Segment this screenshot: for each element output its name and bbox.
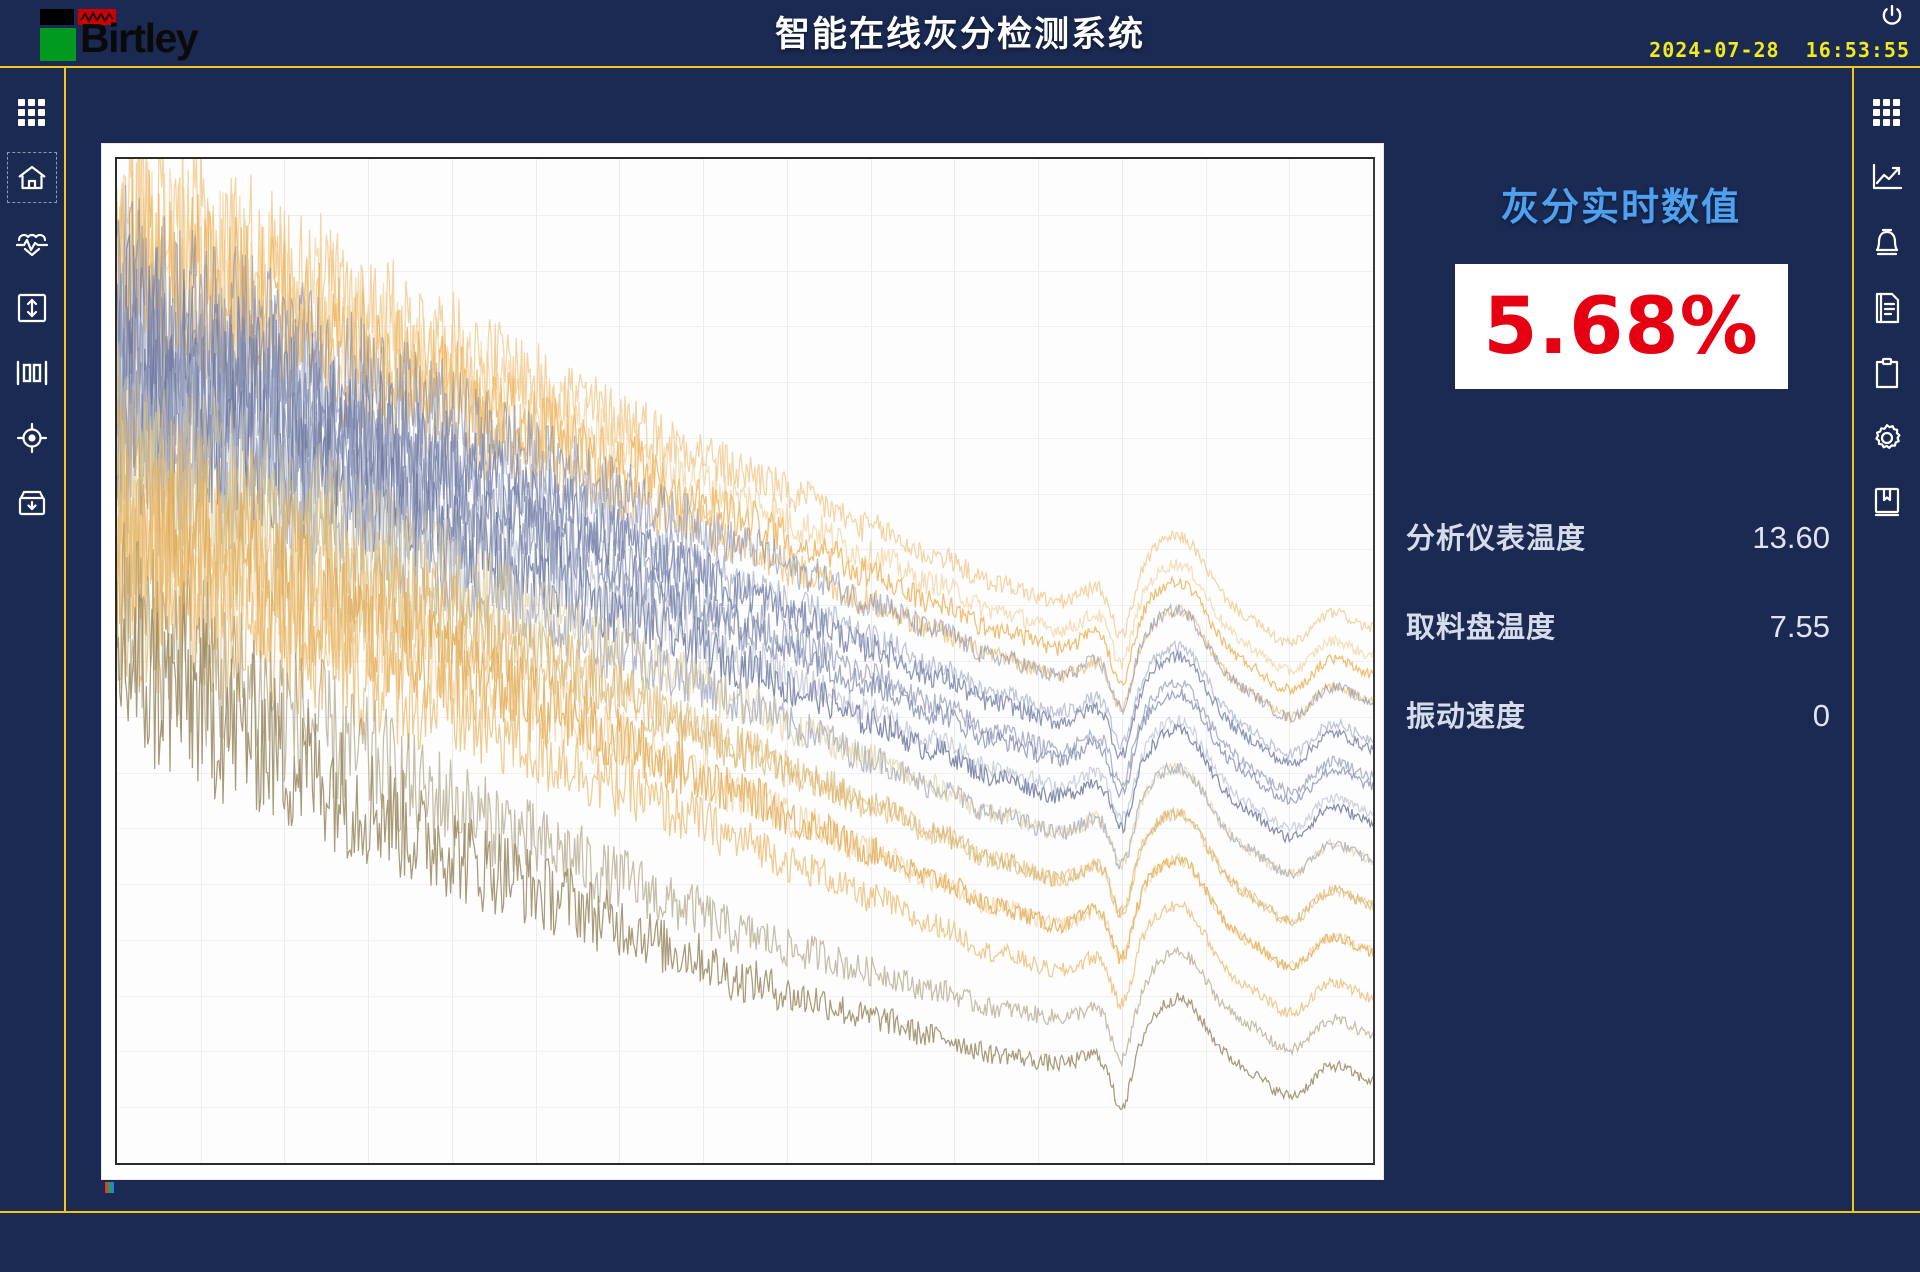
- sidebar-item-apps-grid[interactable]: [0, 80, 64, 145]
- spectrum-traces: [117, 159, 1373, 1163]
- sidebar-item-home[interactable]: [0, 145, 64, 210]
- app-header: Birtley 智能在线灰分检测系统 2024-07-28 16:53:55: [0, 0, 1920, 66]
- calibration-icon: [17, 293, 47, 323]
- parameter-label: 取料盘温度: [1406, 610, 1557, 644]
- apps-grid-icon: [17, 98, 47, 128]
- histogram-icon: [16, 359, 48, 387]
- frame-rule-left: [64, 66, 66, 1213]
- main-content: 灰分实时数值 5.68% 分析仪表温度 13.60 取料盘温度 7.55 振动速度 0: [66, 68, 1852, 1211]
- spectrum-plot-area: [117, 159, 1373, 1163]
- sidebar-item-calibration[interactable]: [0, 275, 64, 340]
- sidebar-item-histogram[interactable]: [0, 340, 64, 405]
- line-chart-icon: [1871, 163, 1903, 193]
- parameter-value: 13.60: [1752, 520, 1830, 555]
- spectrum-trace: [117, 522, 1373, 1065]
- spectrum-trace: [117, 221, 1373, 759]
- settings-gear-icon: [1871, 422, 1903, 454]
- spectrum-series-svg: [117, 159, 1373, 1163]
- brand-logo-mark: [22, 5, 116, 61]
- apps-grid-icon: [1872, 98, 1902, 128]
- spectrum-trace: [117, 345, 1373, 877]
- parameter-row: 取料盘温度 7.55: [1406, 604, 1830, 648]
- toolbar-item-records[interactable]: [1854, 340, 1920, 405]
- power-icon[interactable]: [1878, 2, 1906, 30]
- frame-rule-right: [1852, 66, 1854, 1213]
- status-pixel-indicator: [105, 1182, 114, 1193]
- right-sidebar: [1854, 68, 1920, 1211]
- ash-value: 5.68%: [1483, 281, 1759, 372]
- spectrum-trace: [117, 388, 1373, 924]
- home-icon: [16, 162, 48, 194]
- parameter-label: 分析仪表温度: [1406, 521, 1587, 555]
- inbox-download-icon: [17, 488, 47, 518]
- parameter-label: 振动速度: [1406, 699, 1527, 733]
- ash-value-box: 5.68%: [1454, 264, 1788, 389]
- ash-readout-title: 灰分实时数值: [1500, 185, 1741, 229]
- pulse-monitor-icon: [15, 228, 49, 258]
- toolbar-item-apps-grid[interactable]: [1854, 80, 1920, 145]
- clock-display: 2024-07-28 16:53:55: [1649, 38, 1910, 62]
- frame-rule-top: [0, 66, 1920, 68]
- brand-logo: Birtley: [22, 5, 199, 61]
- toolbar-item-trend-chart[interactable]: [1854, 145, 1920, 210]
- spectrum-trace: [117, 301, 1373, 832]
- spectrum-trace: [117, 267, 1373, 795]
- spectrum-chart-frame: [115, 157, 1375, 1165]
- logo-green-block: [40, 28, 76, 61]
- spectrum-trace: [117, 456, 1373, 968]
- toolbar-item-manual[interactable]: [1854, 470, 1920, 535]
- brand-logo-text: Birtley: [80, 15, 199, 61]
- manual-book-icon: [1872, 487, 1902, 519]
- parameter-row: 分析仪表温度 13.60: [1406, 515, 1830, 559]
- sidebar-item-monitor[interactable]: [0, 210, 64, 275]
- target-icon: [16, 422, 48, 454]
- clipboard-icon: [1873, 357, 1901, 389]
- parameter-row: 振动速度 0: [1406, 693, 1830, 737]
- ash-readout-panel: 灰分实时数值 5.68% 分析仪表温度 13.60 取料盘温度 7.55 振动速度 0: [1406, 144, 1836, 844]
- left-sidebar: [0, 68, 64, 1211]
- parameter-value: 7.55: [1769, 609, 1830, 644]
- alarm-bell-icon: [1872, 227, 1902, 259]
- sidebar-item-inbox-download[interactable]: [0, 470, 64, 535]
- sidebar-item-target[interactable]: [0, 405, 64, 470]
- frame-rule-bottom: [0, 1211, 1920, 1213]
- logo-red-waveform-block: [78, 9, 116, 25]
- parameter-value: 0: [1812, 698, 1830, 733]
- spectrum-trace: [117, 185, 1373, 722]
- parameter-list: 分析仪表温度 13.60 取料盘温度 7.55 振动速度 0: [1406, 515, 1836, 737]
- document-icon: [1873, 292, 1901, 324]
- spectrum-trace: [117, 159, 1373, 646]
- spectrum-trace: [117, 479, 1373, 1017]
- page-title: 智能在线灰分检测系统: [774, 15, 1145, 55]
- spectrum-trace: [117, 159, 1373, 675]
- toolbar-item-alarms[interactable]: [1854, 210, 1920, 275]
- toolbar-item-reports[interactable]: [1854, 275, 1920, 340]
- toolbar-item-settings[interactable]: [1854, 405, 1920, 470]
- spectrum-trace: [117, 594, 1373, 1109]
- spectrum-chart-card[interactable]: [102, 144, 1383, 1193]
- logo-black-block: [40, 9, 74, 25]
